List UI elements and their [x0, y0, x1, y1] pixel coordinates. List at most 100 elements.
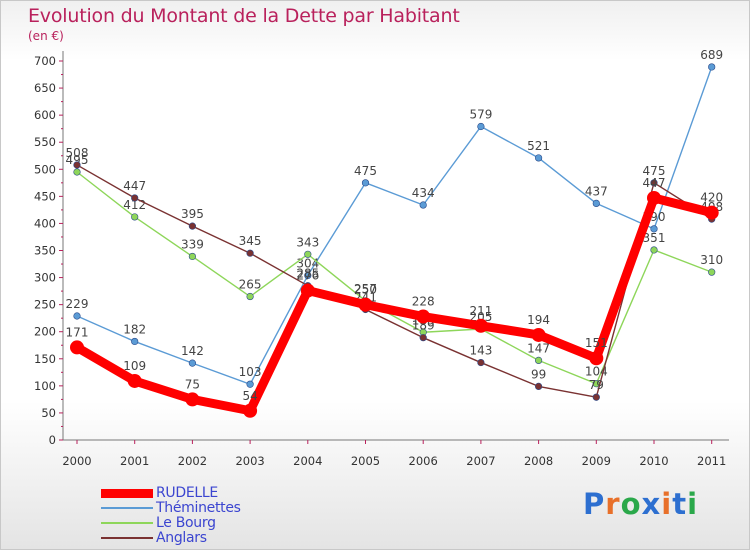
data-point-anglars — [419, 334, 427, 342]
data-label-le-bourg: 265 — [239, 278, 262, 292]
data-point-anglars — [131, 194, 139, 202]
data-point-anglars — [73, 161, 81, 169]
data-point-theminettes — [361, 179, 370, 187]
y-tick-label: 650 — [34, 81, 56, 95]
legend-swatch — [101, 507, 153, 509]
data-point-theminettes — [304, 271, 312, 280]
data-label-le-bourg: 495 — [66, 153, 89, 167]
y-tick-label: 700 — [34, 54, 56, 68]
data-point-le-bourg — [246, 292, 254, 301]
data-point-le-bourg — [534, 356, 543, 365]
series-line-rudelle — [72, 193, 717, 416]
data-label-anglars: 508 — [66, 146, 89, 160]
data-label-theminettes: 521 — [527, 139, 550, 153]
series-line-anglars — [76, 164, 713, 398]
chart-subtitle: (en €) — [28, 29, 64, 43]
data-label-theminettes: 475 — [354, 164, 377, 178]
data-label-theminettes: 103 — [239, 365, 262, 379]
y-tick-label: 350 — [34, 244, 56, 258]
data-label-theminettes: 434 — [412, 186, 435, 200]
data-label-anglars: 345 — [239, 234, 262, 248]
data-label-rudelle: 194 — [527, 313, 550, 327]
data-label-anglars: 99 — [531, 367, 546, 381]
data-point-anglars — [477, 358, 485, 367]
x-tick-label: 2000 — [62, 454, 91, 468]
y-tick-label: 400 — [34, 216, 56, 230]
data-label-le-bourg: 339 — [181, 237, 204, 251]
data-label-rudelle: 171 — [66, 325, 89, 339]
data-label-rudelle: 420 — [700, 191, 723, 205]
y-tick-label: 450 — [34, 189, 56, 203]
data-label-rudelle: 75 — [185, 377, 200, 391]
data-label-anglars: 475 — [643, 164, 666, 178]
data-label-theminettes: 229 — [66, 297, 89, 311]
data-point-anglars — [592, 393, 600, 401]
x-tick-label: 2010 — [639, 454, 668, 468]
data-point-le-bourg — [188, 252, 196, 261]
data-point-theminettes — [131, 337, 139, 346]
data-point-theminettes — [592, 199, 600, 207]
data-label-rudelle: 447 — [643, 176, 666, 190]
data-label-anglars: 447 — [123, 179, 146, 193]
data-point-le-bourg — [131, 213, 139, 221]
data-label-rudelle: 211 — [469, 304, 492, 318]
data-label-anglars: 285 — [296, 267, 319, 281]
data-label-anglars: 395 — [181, 207, 204, 221]
legend: RUDELLE Théminettes Le Bourg Anglars — [101, 485, 301, 546]
legend-label: RUDELLE — [156, 485, 218, 501]
data-point-anglars — [188, 222, 196, 230]
y-tick-label: 250 — [34, 298, 56, 312]
data-point-theminettes — [188, 359, 196, 367]
data-point-le-bourg — [73, 168, 81, 176]
x-tick-label: 2002 — [178, 454, 207, 468]
logo-letter: i — [661, 487, 673, 521]
data-label-anglars: 79 — [589, 378, 604, 392]
data-point-rudelle — [531, 327, 546, 342]
data-point-le-bourg — [304, 250, 312, 258]
y-tick-label: 300 — [34, 271, 56, 285]
logo-letter: o — [620, 487, 642, 521]
data-point-theminettes — [246, 380, 254, 388]
y-tick-label: 150 — [34, 352, 56, 366]
logo-letter: i — [687, 487, 699, 521]
data-label-theminettes: 689 — [700, 48, 723, 62]
x-tick-label: 2009 — [582, 454, 611, 468]
legend-label: Théminettes — [156, 500, 241, 516]
data-label-le-bourg: 147 — [527, 341, 550, 355]
data-label-le-bourg: 257 — [354, 282, 377, 296]
logo-letter: x — [641, 487, 662, 521]
y-tick-label: 0 — [49, 433, 56, 447]
legend-item: Théminettes — [101, 500, 301, 516]
data-label-anglars: 143 — [469, 344, 492, 358]
x-tick-label: 2003 — [235, 454, 264, 468]
logo-letter: P — [583, 487, 606, 521]
x-tick-label: 2001 — [120, 454, 149, 468]
data-label-rudelle: 151 — [585, 336, 608, 350]
data-point-rudelle — [704, 205, 719, 220]
legend-label: Anglars — [156, 530, 207, 546]
data-label-theminettes: 304 — [296, 256, 319, 270]
data-label-rudelle: 250 — [354, 283, 377, 297]
data-label-rudelle: 54 — [242, 389, 257, 403]
x-tick-label: 2005 — [351, 454, 380, 468]
data-label-rudelle: 228 — [412, 295, 435, 309]
y-tick-label: 50 — [41, 406, 56, 420]
data-point-theminettes — [650, 225, 658, 233]
data-label-theminettes: 142 — [181, 344, 204, 358]
y-tick-label: 200 — [34, 325, 56, 339]
legend-item: RUDELLE — [101, 485, 301, 501]
data-label-rudelle: 109 — [123, 359, 146, 373]
x-tick-label: 2007 — [466, 454, 495, 468]
legend-label: Le Bourg — [156, 515, 216, 531]
chart-title: Evolution du Montant de la Dette par Hab… — [28, 5, 460, 27]
proxiti-logo: Proxiti — [583, 487, 698, 521]
data-label-theminettes: 579 — [469, 108, 492, 122]
data-label-anglars: 189 — [412, 319, 435, 333]
series-line-theminettes — [76, 66, 713, 385]
logo-letter: t — [672, 487, 688, 521]
data-point-theminettes — [477, 122, 485, 131]
legend-swatch — [101, 537, 153, 539]
data-point-rudelle — [358, 297, 373, 312]
data-label-theminettes: 182 — [123, 322, 146, 336]
